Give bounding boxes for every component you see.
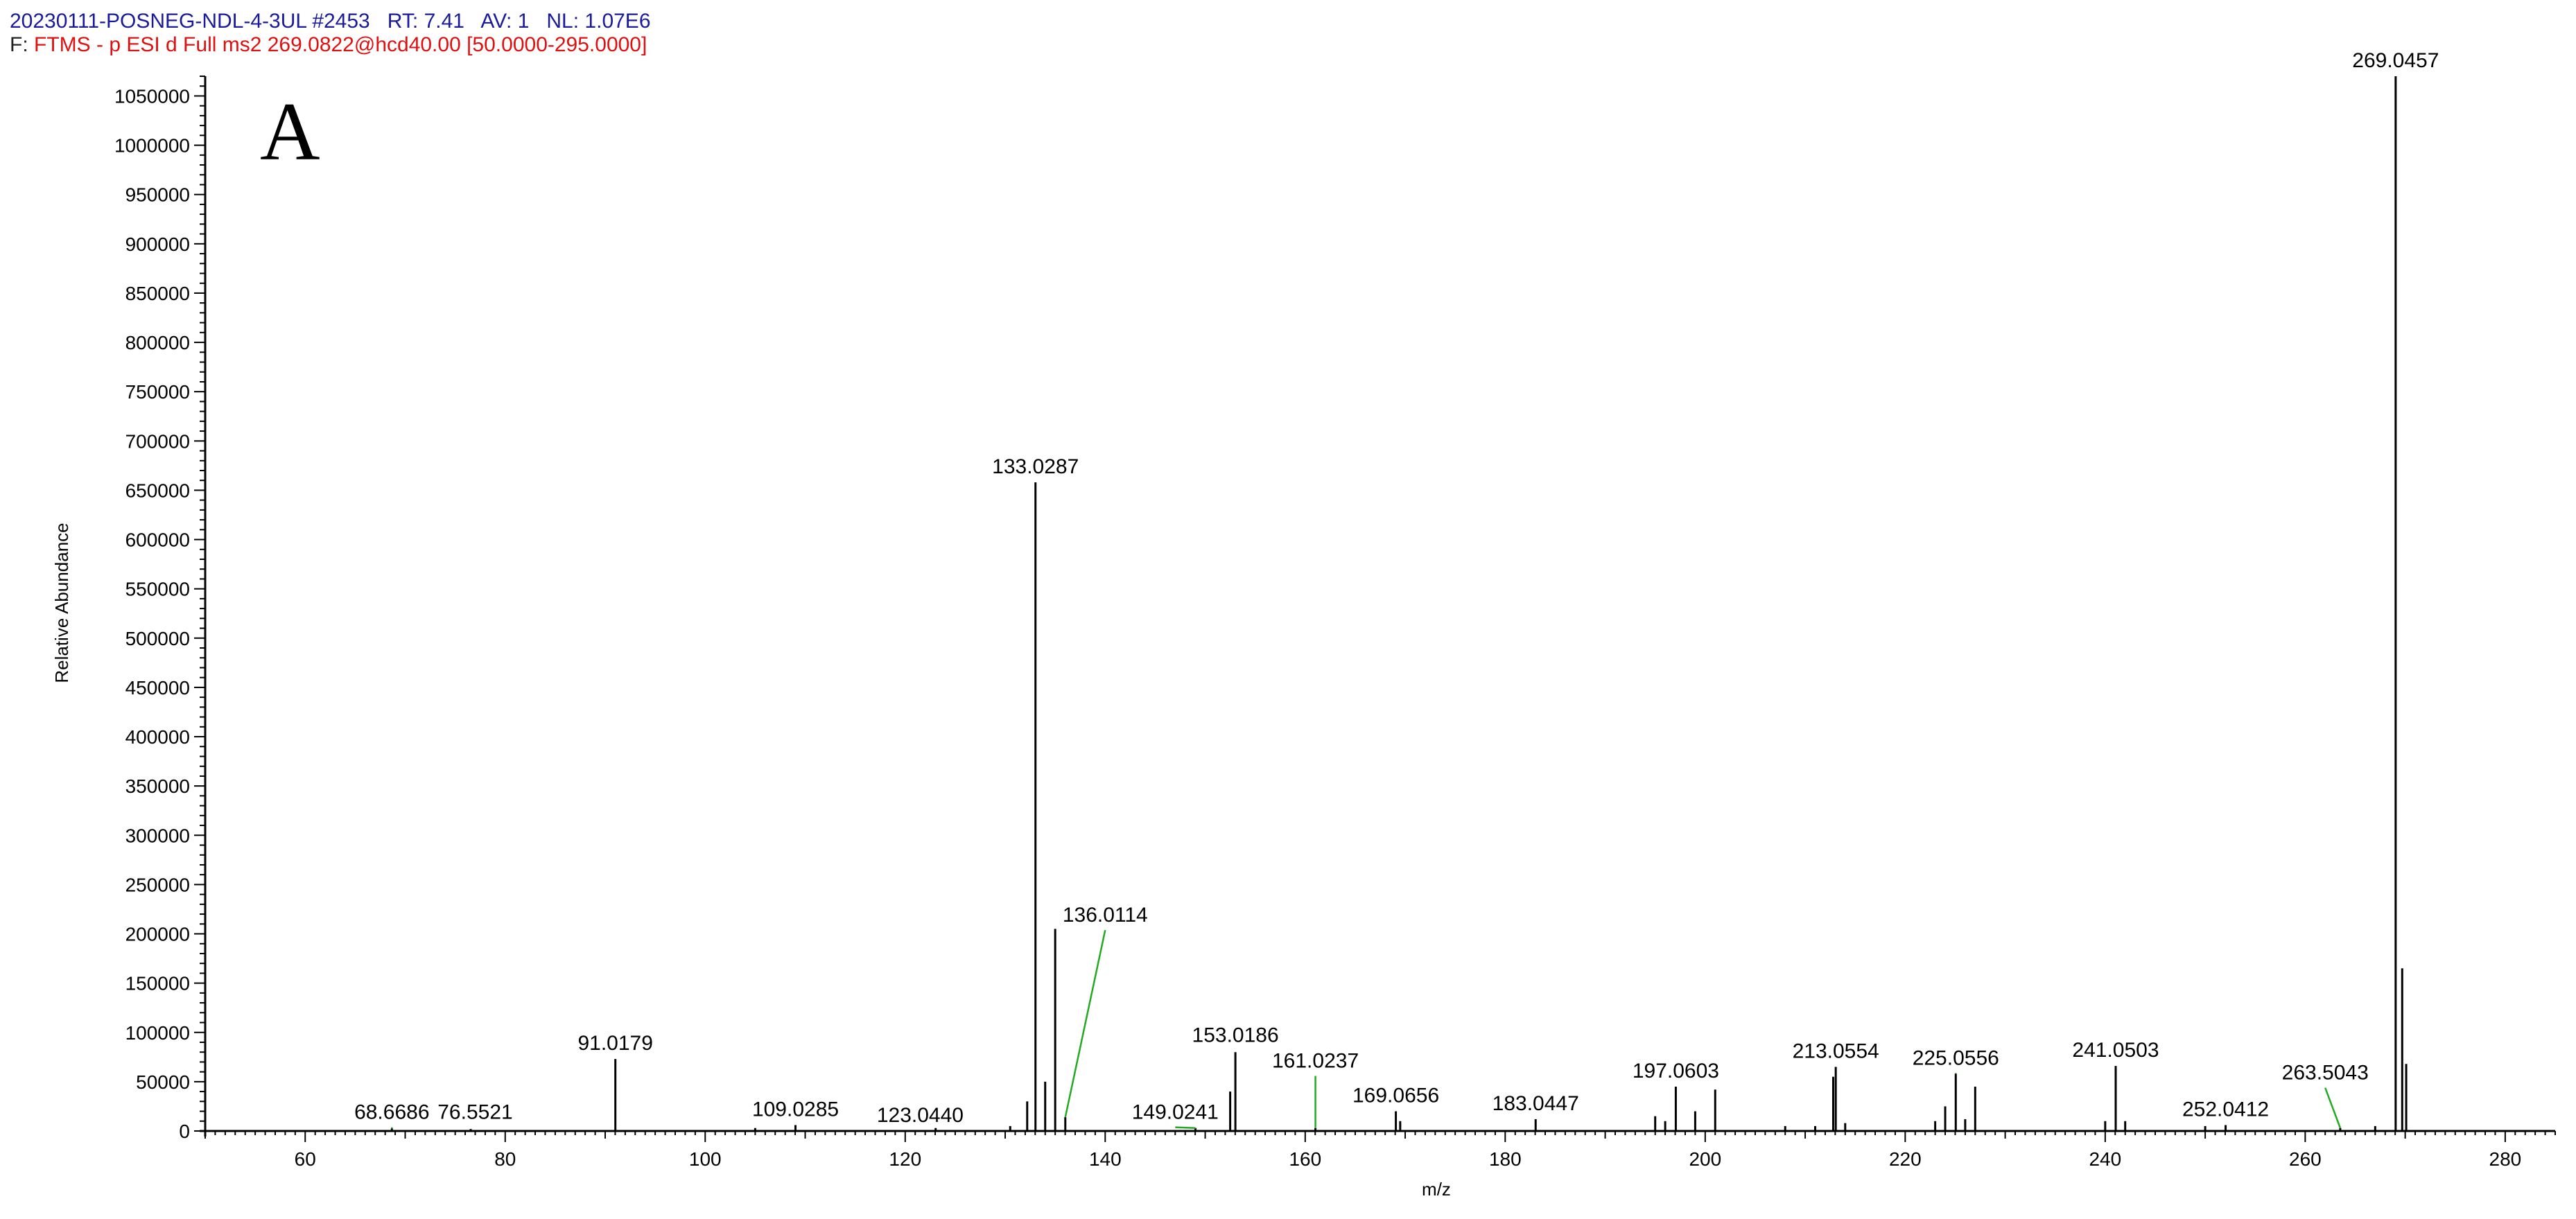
peak-label: 76.5521 [437, 1101, 512, 1124]
y-tick-label: 600000 [125, 529, 190, 551]
peak-label: 263.5043 [2282, 1062, 2369, 1085]
scan-number: #2453 [312, 10, 370, 33]
rt-value: 7.41 [424, 10, 464, 33]
y-tick-label: 550000 [125, 579, 190, 600]
y-tick-label: 500000 [125, 628, 190, 649]
x-tick-label: 60 [295, 1148, 316, 1170]
panel-label: A [260, 85, 320, 177]
x-tick-label: 140 [1089, 1148, 1122, 1170]
x-tick-label: 260 [2289, 1148, 2322, 1170]
peak-label: 68.6686 [354, 1101, 429, 1124]
peak-label: 252.0412 [2182, 1098, 2269, 1121]
peak-label: 133.0287 [992, 455, 1079, 478]
peak-label: 225.0556 [1913, 1046, 1999, 1069]
peak-label: 149.0241 [1132, 1101, 1219, 1124]
nl-label: NL: [546, 10, 580, 33]
spectrum-header: 20230111-POSNEG-NDL-4-3UL #2453 RT: 7.41… [10, 10, 651, 57]
y-tick-label: 1000000 [114, 135, 190, 157]
peak-label: 136.0114 [1063, 904, 1148, 927]
peak-annotations: 68.6686 76.5521 91.0179 109.0285 123.0440 133… [354, 49, 2439, 1129]
av-label: AV: [480, 10, 512, 33]
peak-leader-line [2324, 1087, 2342, 1129]
peak-label: 91.0179 [577, 1032, 652, 1055]
y-tick-label: 300000 [125, 825, 190, 846]
y-tick-label: 350000 [125, 775, 190, 797]
peak-label: 153.0186 [1192, 1024, 1279, 1047]
peaks [390, 76, 2408, 1131]
peak-label: 161.0237 [1272, 1050, 1359, 1073]
y-tick-label: 800000 [125, 332, 190, 353]
x-tick-label: 200 [1689, 1148, 1721, 1170]
y-tick-label: 200000 [125, 924, 190, 945]
filter-label: F: [10, 33, 28, 56]
peak-label: 183.0447 [1492, 1092, 1579, 1115]
x-tick-label: 80 [494, 1148, 516, 1170]
x-tick-label: 180 [1489, 1148, 1522, 1170]
y-axis-label: Relative Abundance [51, 523, 72, 683]
x-tick-label: 120 [889, 1148, 921, 1170]
y-tick-label: 400000 [125, 726, 190, 748]
peak-label: 241.0503 [2072, 1039, 2159, 1062]
y-axis: 0 50000 100000 150000 200000 250000 300000 3500… [114, 76, 207, 1142]
y-tick-label: 450000 [125, 677, 190, 699]
rt-label: RT: [387, 10, 419, 33]
y-tick-label: 700000 [125, 430, 190, 452]
y-tick-label: 900000 [125, 234, 190, 255]
nl-value: 1.07E6 [584, 10, 651, 33]
sample-name: 20230111-POSNEG-NDL-4-3UL [10, 10, 306, 33]
x-tick-label: 220 [1889, 1148, 1922, 1170]
filter-line: F: FTMS - p ESI d Full ms2 269.0822@hcd4… [10, 33, 651, 57]
peak-label: 109.0285 [752, 1098, 839, 1121]
peak-leader-line [1064, 929, 1106, 1118]
y-tick-label: 850000 [125, 283, 190, 304]
x-axis-label: m/z [1422, 1179, 1451, 1200]
y-tick-label: 1050000 [114, 85, 190, 107]
y-tick-label: 750000 [125, 381, 190, 403]
peak-label: 169.0656 [1352, 1084, 1439, 1107]
x-tick-label: 280 [2489, 1148, 2522, 1170]
filter-text: FTMS - p ESI d Full ms2 269.0822@hcd40.0… [34, 33, 647, 56]
peak-label: 197.0603 [1633, 1060, 1719, 1082]
y-tick-label: 50000 [136, 1071, 190, 1093]
scan-info-line: 20230111-POSNEG-NDL-4-3UL #2453 RT: 7.41… [10, 10, 651, 33]
x-axis: 60 80 100 120 140 160 180 200 220 240 260 280 [200, 1130, 2556, 1170]
y-tick-label: 250000 [125, 874, 190, 895]
x-tick-label: 240 [2089, 1148, 2121, 1170]
x-tick-label: 160 [1289, 1148, 1321, 1170]
peak-label: 213.0554 [1793, 1040, 1879, 1062]
y-tick-label: 150000 [125, 973, 190, 994]
y-tick-label: 650000 [125, 480, 190, 501]
y-tick-label: 0 [179, 1121, 190, 1142]
av-value: 1 [517, 10, 530, 33]
peak-label: 269.0457 [2352, 49, 2439, 72]
x-tick-label: 100 [689, 1148, 722, 1170]
peak-label: 123.0440 [877, 1104, 964, 1127]
y-tick-label: 950000 [125, 184, 190, 206]
y-tick-label: 100000 [125, 1022, 190, 1044]
